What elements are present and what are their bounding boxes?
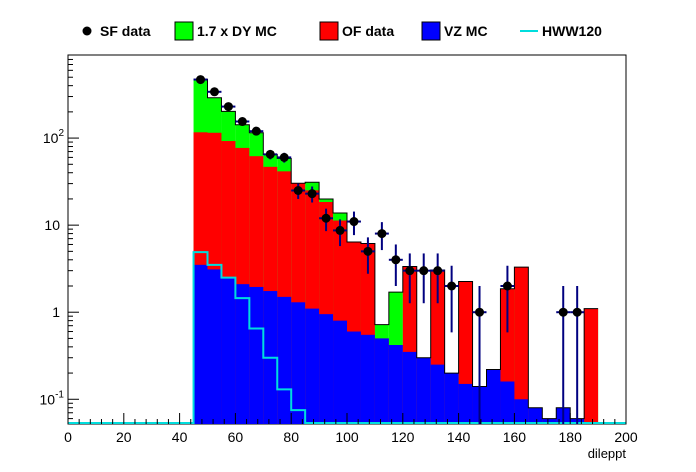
x-tick-label: 120	[391, 429, 415, 445]
data-point	[209, 87, 219, 97]
bar-vz-mc	[249, 286, 264, 424]
y-tick-label: 10	[44, 217, 60, 233]
data-point	[251, 126, 261, 136]
data-points	[193, 75, 585, 424]
bar-vz-mc	[542, 418, 557, 424]
bar-vz-mc	[500, 381, 515, 424]
data-point	[307, 189, 317, 199]
data-point	[572, 307, 582, 317]
bar-vz-mc	[402, 351, 417, 424]
legend-of-data-swatch	[319, 21, 339, 41]
bar-of-data	[514, 267, 529, 424]
y-tick-label: 1	[52, 304, 60, 320]
legend-vz-mc-label: VZ MC	[444, 23, 488, 39]
bar-vz-mc	[374, 338, 389, 424]
x-tick-label: 140	[447, 429, 471, 445]
y-tick-label: 10-1	[40, 389, 65, 407]
hww120-line	[68, 251, 626, 424]
data-point	[391, 255, 401, 265]
data-point	[293, 185, 303, 195]
y-tick-label: 102	[43, 128, 65, 146]
data-point	[475, 307, 485, 317]
data-point	[265, 149, 275, 159]
data-point	[237, 117, 247, 127]
bar-vz-mc	[291, 302, 306, 424]
data-point	[363, 246, 373, 256]
bar-of-data	[584, 308, 599, 424]
bar-vz-mc	[514, 399, 529, 424]
bar-vz-mc	[333, 320, 347, 424]
data-point	[279, 152, 289, 162]
bar-vz-mc	[444, 373, 459, 424]
data-point	[419, 266, 429, 276]
data-point	[335, 225, 345, 235]
data-point	[447, 281, 457, 291]
data-point	[433, 266, 443, 276]
legend-vz-mc-swatch	[421, 21, 441, 41]
data-point	[349, 217, 359, 227]
bar-vz-mc	[347, 331, 361, 424]
data-point	[196, 75, 206, 85]
bar-vz-mc	[458, 383, 473, 424]
x-tick-label: 0	[64, 429, 72, 445]
legend-1-7-x-dy-mc-label: 1.7 x DY MC	[197, 23, 277, 39]
data-point	[223, 102, 233, 112]
axes: 0 20 40 60 80 100 120 140 160 180 200 10-1 1 10 102	[40, 54, 638, 445]
bar-vz-mc	[528, 407, 543, 424]
x-tick-label: 180	[559, 429, 583, 445]
legend-sf-data-marker	[82, 26, 92, 36]
legend-sf-data-label: SF data	[100, 23, 151, 39]
data-point	[502, 281, 512, 291]
bar-vz-mc	[277, 296, 292, 424]
legend-hww120-label: HWW120	[542, 23, 602, 39]
legend: SF data 1.7 x DY MC OF data VZ MC HWW120	[82, 21, 602, 41]
x-tick-label: 200	[614, 429, 638, 445]
bar-vz-mc	[305, 308, 320, 424]
bar-vz-mc	[193, 264, 208, 424]
data-point	[377, 229, 387, 239]
legend-1-7-x-dy-mc-swatch	[174, 21, 194, 41]
x-tick-label: 40	[172, 429, 188, 445]
x-tick-label: 60	[228, 429, 244, 445]
data-point	[321, 213, 331, 223]
legend-of-data-label: OF data	[342, 23, 394, 39]
bar-vz-mc	[388, 345, 403, 424]
x-tick-label: 20	[116, 429, 132, 445]
bar-vz-mc	[360, 334, 375, 424]
data-point	[558, 307, 568, 317]
bar-vz-mc	[207, 269, 222, 424]
bar-vz-mc	[486, 369, 501, 424]
bar-vz-mc	[235, 284, 250, 424]
bar-vz-mc	[319, 314, 334, 424]
x-tick-label: 160	[503, 429, 527, 445]
x-axis-title: dileppt	[588, 446, 627, 461]
x-tick-label: 80	[283, 429, 299, 445]
bar-vz-mc	[416, 357, 431, 424]
signal-lines	[68, 251, 626, 424]
bar-vz-mc	[221, 277, 236, 424]
bar-vz-mc	[430, 364, 445, 424]
x-tick-label: 100	[335, 429, 359, 445]
stack-outline	[193, 78, 599, 420]
data-point	[405, 266, 415, 276]
